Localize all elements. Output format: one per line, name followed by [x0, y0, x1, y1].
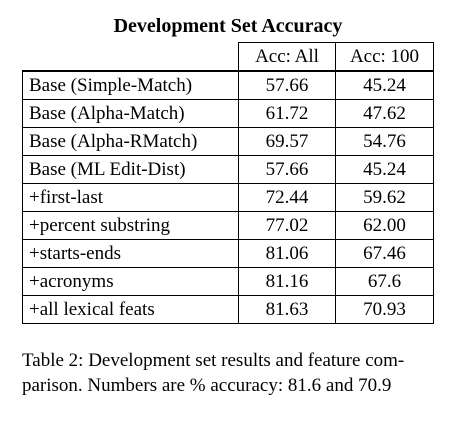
table-row: Base (Alpha-RMatch) 69.57 54.76 — [22, 127, 434, 156]
row-name: Base (Alpha-Match) — [22, 99, 239, 128]
row-acc-100: 45.24 — [335, 70, 434, 100]
caption-line-1: Table 2: Development set results and fea… — [22, 350, 405, 371]
table-row: Base (ML Edit-Dist) 57.66 45.24 — [22, 155, 434, 184]
row-acc-all: 81.63 — [238, 295, 336, 324]
table-row: +first-last 72.44 59.62 — [22, 183, 434, 212]
row-name: +acronyms — [22, 267, 239, 296]
row-acc-100: 67.6 — [335, 267, 434, 296]
row-acc-all: 77.02 — [238, 211, 336, 240]
header-acc-100: Acc: 100 — [335, 42, 434, 72]
table-caption: Table 2: Development set results and fea… — [22, 348, 442, 398]
row-acc-100: 45.24 — [335, 155, 434, 184]
table-title: Development Set Accuracy — [113, 15, 343, 37]
row-name: Base (Alpha-RMatch) — [22, 127, 239, 156]
row-acc-all: 57.66 — [238, 70, 336, 100]
table-row: +acronyms 81.16 67.6 — [22, 267, 434, 296]
row-acc-all: 72.44 — [238, 183, 336, 212]
row-acc-all: 61.72 — [238, 99, 336, 128]
header-acc-all: Acc: All — [238, 42, 336, 72]
row-acc-all: 69.57 — [238, 127, 336, 156]
row-acc-100: 59.62 — [335, 183, 434, 212]
row-acc-all: 81.06 — [238, 239, 336, 268]
row-name: Base (Simple-Match) — [22, 70, 239, 100]
row-name: +all lexical feats — [22, 295, 239, 324]
table-row: +percent substring 77.02 62.00 — [22, 211, 434, 240]
table-row: +starts-ends 81.06 67.46 — [22, 239, 434, 268]
caption-line-2: parison. Numbers are % accuracy: 81.6 an… — [22, 375, 392, 396]
table-row: Base (Alpha-Match) 61.72 47.62 — [22, 99, 434, 128]
results-table: Acc: All Acc: 100 Base (Simple-Match) 57… — [22, 42, 434, 324]
row-acc-all: 57.66 — [238, 155, 336, 184]
row-name: +first-last — [22, 183, 239, 212]
row-acc-100: 47.62 — [335, 99, 434, 128]
table-header-row: Acc: All Acc: 100 — [22, 42, 434, 72]
row-acc-all: 81.16 — [238, 267, 336, 296]
row-acc-100: 67.46 — [335, 239, 434, 268]
table-row: Base (Simple-Match) 57.66 45.24 — [22, 70, 434, 100]
table-row: +all lexical feats 81.63 70.93 — [22, 295, 434, 324]
row-name: Base (ML Edit-Dist) — [22, 155, 239, 184]
row-acc-100: 70.93 — [335, 295, 434, 324]
row-acc-100: 62.00 — [335, 211, 434, 240]
row-acc-100: 54.76 — [335, 127, 434, 156]
row-name: +starts-ends — [22, 239, 239, 268]
row-name: +percent substring — [22, 211, 239, 240]
header-blank-cell — [22, 42, 239, 72]
